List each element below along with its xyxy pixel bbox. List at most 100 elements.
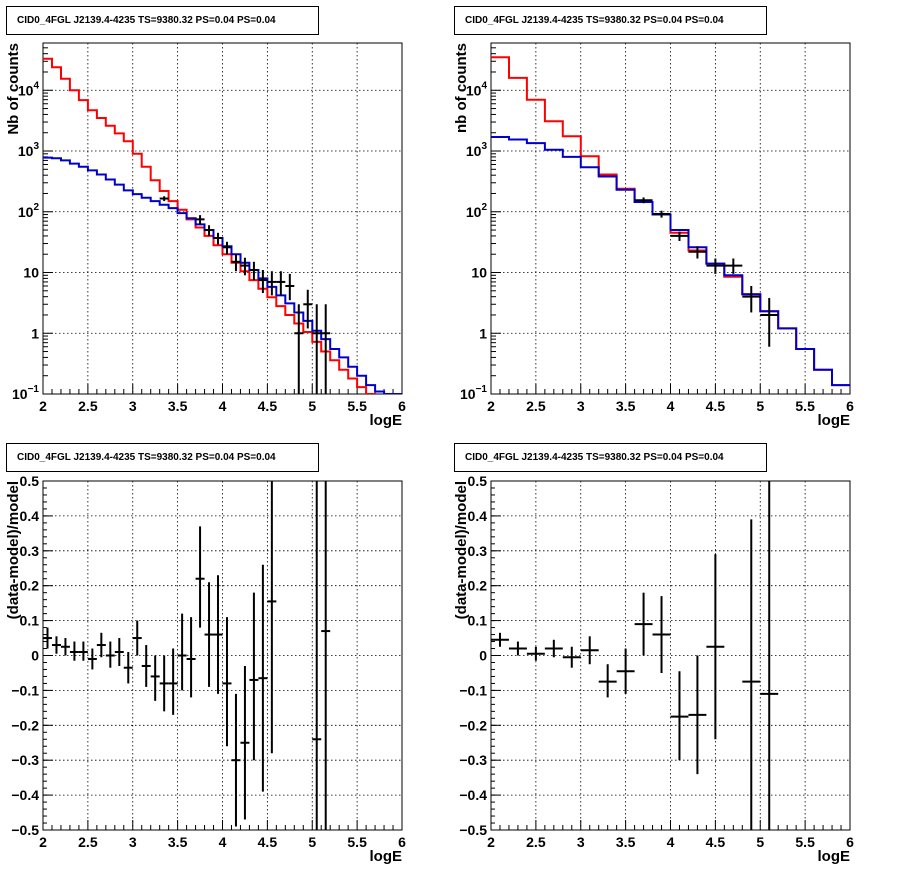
x-tick-label: 2.5 (526, 834, 546, 850)
data-point (159, 655, 169, 712)
y-tick-label: −0.1 (459, 682, 487, 698)
x-tick-label: 4.5 (706, 834, 726, 850)
data-point (186, 617, 196, 698)
y-tick-base: 10 (466, 204, 482, 220)
x-axis-label: logE (818, 848, 851, 865)
x-tick-label: 3.5 (168, 398, 188, 414)
y-tick-base: 10 (12, 386, 28, 402)
data-point (312, 304, 322, 394)
data-point (195, 526, 205, 628)
data-point (231, 693, 241, 827)
data-point (652, 596, 671, 673)
y-tick-label: −0.4 (11, 787, 39, 803)
data-point (267, 271, 277, 296)
x-tick-label: 6 (846, 398, 854, 414)
plot-frame (42, 42, 403, 395)
data-point (258, 564, 268, 792)
y-tick-exponent: 4 (481, 80, 487, 91)
y-tick-label: −0.4 (459, 787, 487, 803)
data-point (114, 638, 124, 666)
data-point (276, 271, 286, 296)
y-tick-label: −0.3 (11, 752, 39, 768)
y-tick-label: 0.1 (20, 613, 40, 629)
title-box (6, 443, 319, 472)
plot-frame (490, 42, 851, 395)
y-tick-exponent: 2 (481, 202, 487, 213)
data-point (724, 258, 743, 274)
data-point (249, 261, 259, 281)
y-tick-label: 0.3 (20, 543, 40, 559)
y-tick-label: −0.2 (11, 717, 39, 733)
data-point (562, 646, 581, 668)
data-point (267, 481, 277, 754)
data-point (204, 225, 214, 236)
y-tick-label: 0.5 (20, 473, 40, 489)
x-tick-label: 2 (39, 834, 47, 850)
x-tick-label: 3.5 (616, 398, 636, 414)
data-point (213, 575, 223, 694)
y-tick-label: 104 (466, 80, 488, 98)
x-tick-label: 4.5 (706, 398, 726, 414)
data-point (177, 613, 187, 691)
x-tick-label: 2 (39, 398, 47, 414)
y-tick-exponent: 2 (33, 202, 39, 213)
data-point (544, 639, 563, 658)
data-point (598, 664, 617, 698)
x-tick-label: 5 (756, 398, 764, 414)
data-point (760, 481, 779, 830)
x-tick-label: 3 (577, 834, 585, 850)
data-point (688, 655, 707, 775)
series-0-line (43, 57, 377, 394)
chart-panel-bottom-right: CID0_4FGL J2139.4-4235 TS=9380.32 PS=0.0… (453, 443, 854, 865)
y-tick-base: 10 (460, 386, 476, 402)
data-point (60, 638, 70, 656)
data-point (213, 232, 223, 245)
y-tick-label: 10−1 (460, 384, 487, 402)
data-layer (491, 481, 779, 830)
data-point (240, 665, 250, 820)
y-tick-label: −0.3 (459, 752, 487, 768)
data-point (141, 645, 151, 687)
chart-panel-top-left: CID0_4FGL J2139.4-4235 TS=9380.32 PS=0.0… (5, 6, 406, 429)
data-point (491, 632, 509, 647)
y-tick-label: 10 (471, 265, 487, 281)
chart-title: CID0_4FGL J2139.4-4235 TS=9380.32 PS=0.0… (17, 15, 276, 26)
data-point (652, 210, 671, 218)
title-box (454, 6, 767, 35)
data-point (132, 620, 142, 656)
y-tick-label: 0.4 (20, 508, 40, 524)
data-point (634, 592, 653, 656)
plot-frame (490, 480, 851, 831)
data-point (43, 627, 52, 649)
y-tick-label: 0.2 (20, 578, 40, 594)
y-tick-label: 103 (466, 141, 488, 159)
x-axis-label: logE (370, 412, 403, 429)
x-axis-label: logE (370, 848, 403, 865)
y-tick-label: 10 (23, 265, 39, 281)
y-tick-label: 0 (31, 648, 39, 664)
x-tick-label: 3 (577, 398, 585, 414)
data-point (670, 671, 689, 761)
data-point (508, 641, 527, 656)
data-point (258, 269, 268, 293)
data-point (249, 592, 259, 761)
data-point (222, 617, 232, 747)
y-tick-label: −0.2 (459, 717, 487, 733)
chart-title: CID0_4FGL J2139.4-4235 TS=9380.32 PS=0.0… (465, 15, 724, 26)
y-tick-base: 10 (466, 143, 482, 159)
data-point (294, 304, 304, 394)
x-tick-label: 4.5 (258, 834, 278, 850)
y-tick-exponent: 4 (33, 80, 39, 91)
x-tick-label: 5.5 (347, 398, 367, 414)
y-tick-label: −0.5 (459, 822, 487, 838)
data-point (195, 215, 205, 225)
y-tick-label: −0.5 (11, 822, 39, 838)
title-box (6, 6, 319, 35)
x-tick-label: 3.5 (616, 834, 636, 850)
y-tick-label: 104 (18, 80, 40, 98)
data-point (526, 646, 545, 661)
data-point (616, 648, 635, 694)
data-point (742, 519, 761, 830)
data-point (150, 655, 160, 701)
